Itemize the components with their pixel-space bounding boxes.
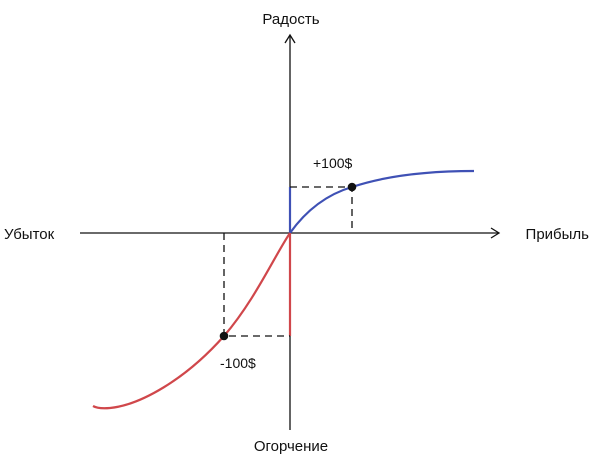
x-axis-left-label: Убыток [4,226,55,243]
gain-point-label: +100$ [313,155,353,171]
y-axis-arrowhead [284,33,296,44]
x-axis-arrowhead [490,227,501,239]
gain-guide-lines [290,186,353,233]
gain-curve [289,169,475,234]
y-axis-bottom-label: Огорчение [254,438,328,455]
loss-point-label: -100$ [220,355,256,371]
gain-point [347,182,357,192]
x-axis-right-label: Прибыль [526,226,590,243]
loss-point [219,331,229,341]
y-axis-top-label: Радость [262,11,319,28]
loss-curve [92,232,291,410]
